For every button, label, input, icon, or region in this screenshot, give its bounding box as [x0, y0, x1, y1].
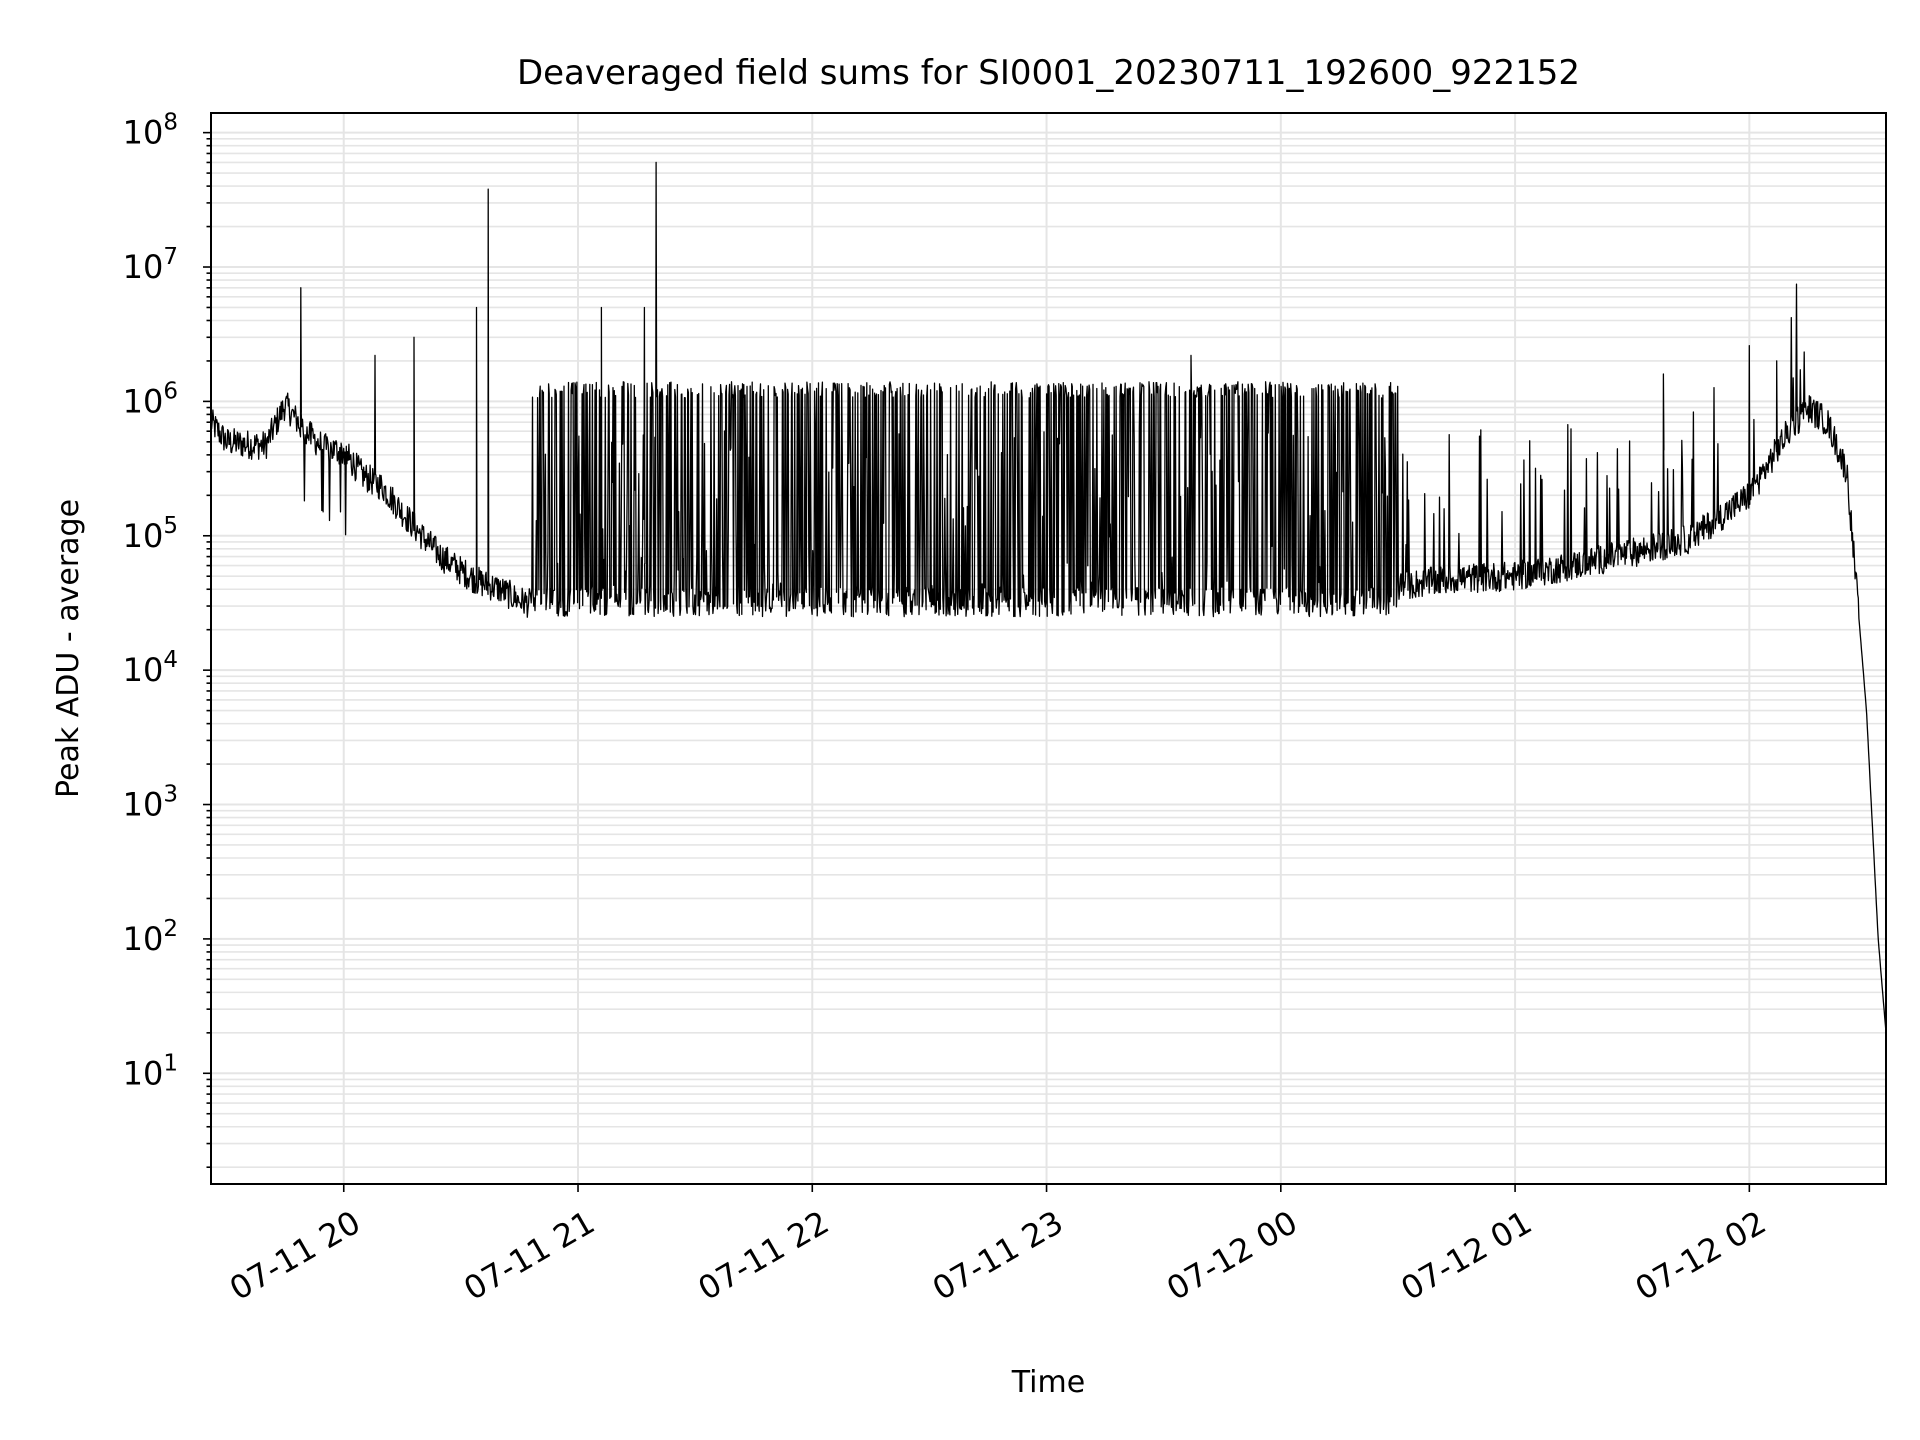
x-tick-label: 07-12 00	[1160, 1203, 1304, 1308]
y-tick-label: 101	[123, 1050, 178, 1092]
y-tick-label: 103	[123, 782, 178, 824]
x-tick-label: 07-11 23	[926, 1203, 1070, 1308]
y-tick-label: 107	[123, 244, 178, 286]
x-tick-label: 07-11 20	[223, 1203, 367, 1308]
y-axis-label: Peak ADU - average	[51, 499, 86, 798]
x-tick-label: 07-11 22	[692, 1203, 836, 1308]
chart-title: Deaveraged field sums for SI0001_2023071…	[517, 53, 1580, 93]
plot-area	[210, 161, 1887, 1033]
grid-lines	[211, 113, 1886, 1184]
x-tick-labels: 07-11 20 07-11 21 07-11 22 07-11 23 07-12 00…	[223, 1203, 1772, 1308]
x-tick-label: 07-11 21	[457, 1203, 601, 1308]
y-tick-label: 105	[123, 513, 178, 555]
series-line	[210, 161, 1887, 1033]
x-tick-label: 07-12 02	[1629, 1203, 1773, 1308]
y-tick-labels: 101 102 103 104 105 106 107 108	[123, 110, 178, 1093]
x-axis-label: Time	[1011, 1365, 1085, 1400]
x-tick-label: 07-12 01	[1394, 1203, 1538, 1308]
tick-marks	[203, 131, 1751, 1192]
axes-frame	[210, 112, 1887, 1185]
y-tick-label: 104	[123, 647, 178, 689]
y-tick-label: 106	[123, 378, 178, 420]
y-tick-label: 102	[123, 916, 178, 958]
y-tick-label: 108	[123, 110, 178, 152]
